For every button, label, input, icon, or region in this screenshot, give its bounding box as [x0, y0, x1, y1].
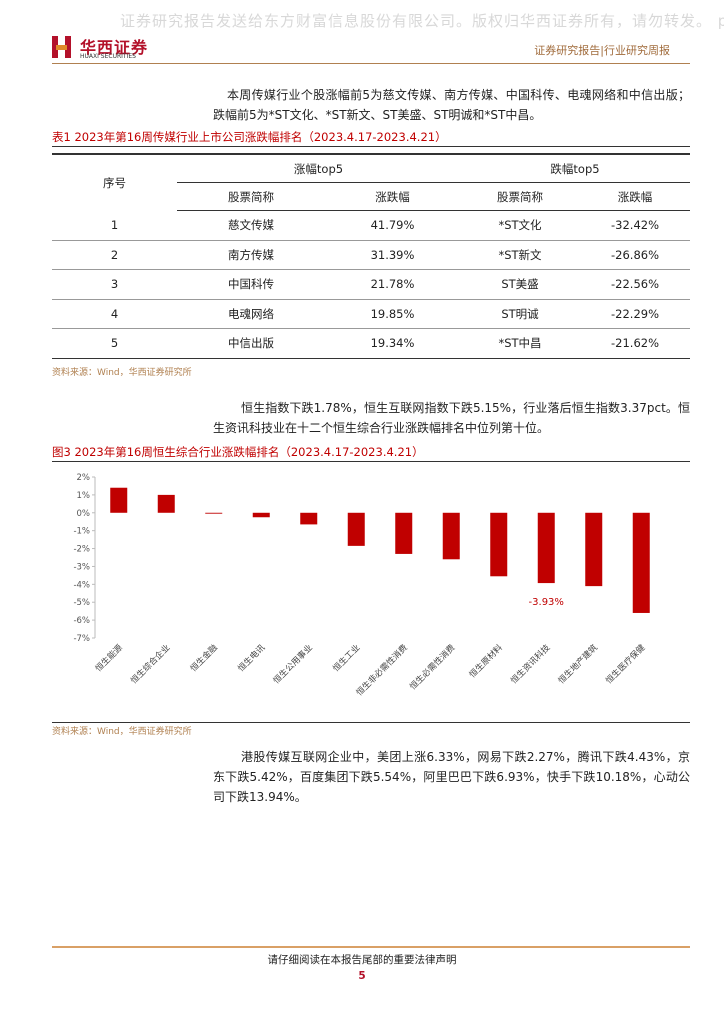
table-cell: 21.78% — [325, 269, 460, 300]
table-cell: 中国科传 — [177, 269, 325, 300]
table-cell: -22.56% — [580, 269, 690, 300]
caption-rule — [52, 461, 690, 462]
table-header: 涨跌幅 — [325, 182, 460, 211]
y-tick-label: 2% — [77, 473, 91, 483]
y-tick-label: -5% — [73, 598, 90, 608]
table-cell: 5 — [52, 328, 177, 359]
table: 序号 涨幅top5 跌幅top5 股票简称 涨跌幅 股票简称 涨跌幅 1 慈文传媒… — [52, 153, 690, 359]
x-tick-label: 恒生地产建筑 — [556, 642, 600, 686]
y-tick-label: -2% — [73, 545, 90, 555]
bar — [347, 512, 365, 546]
table-cell: -26.86% — [580, 240, 690, 270]
table-header: 股票简称 — [177, 182, 325, 211]
bar — [157, 494, 175, 513]
paragraph: 港股传媒互联网企业中，美团上涨6.33%，网易下跌2.27%，腾讯下跌4.43%… — [213, 750, 690, 804]
paragraph: 本周传媒行业个股涨幅前5为慈文传媒、南方传媒、中国科传、电魂网络和中信出版；跌幅… — [213, 88, 690, 122]
table-caption: 表1 2023年第16周传媒行业上市公司涨跌幅排名（2023.4.17-2023… — [52, 130, 447, 144]
logo-subtext: HUAXI SECURITIES — [80, 53, 136, 60]
y-tick-label: -6% — [73, 616, 90, 626]
x-tick-label: 恒生金融 — [188, 642, 220, 674]
figure-rule — [52, 722, 690, 723]
table-cell: 电魂网络 — [177, 299, 325, 329]
table-cell: *ST中昌 — [460, 328, 580, 359]
table-row: 1 慈文传媒 41.79% *ST文化 -32.42% — [52, 210, 690, 241]
source-note: 资料来源：Wind，华西证券研究所 — [52, 368, 192, 378]
table-cell: 中信出版 — [177, 328, 325, 359]
table-cell: 1 — [52, 210, 177, 241]
table-cell: 4 — [52, 299, 177, 329]
bar — [537, 512, 555, 584]
table-cell: -22.29% — [580, 299, 690, 329]
table-cell: *ST新文 — [460, 240, 580, 270]
table-group-header: 涨幅top5 — [177, 153, 460, 183]
footer-notice: 请仔细阅读在本报告尾部的重要法律声明 — [267, 954, 457, 966]
x-tick-label: 恒生医疗保健 — [604, 642, 648, 686]
table-row: 3 中国科传 21.78% ST美盛 -22.56% — [52, 269, 690, 300]
bar — [632, 512, 650, 613]
y-tick-label: -7% — [73, 634, 90, 644]
bar — [300, 512, 318, 525]
chart: 2% 1% 0% -1% -2% -3% -4% -5% -6% -7%恒生能源 恒生综合企业 恒生金… — [73, 473, 650, 698]
table-body: 1 慈文传媒 41.79% *ST文化 -32.42% 2 南方传媒 31.39% *ST新文 -… — [52, 210, 690, 359]
bar — [205, 512, 223, 514]
x-tick-label: 恒生能源 — [93, 642, 125, 674]
data-label: -3.93% — [529, 597, 564, 608]
table-row: 4 电魂网络 19.85% ST明诚 -22.29% — [52, 299, 690, 329]
table-cell: -32.42% — [580, 210, 690, 241]
y-tick-label: 1% — [77, 491, 91, 501]
x-tick-label: 恒生综合企业 — [129, 642, 173, 686]
page-number: 5 — [358, 970, 366, 982]
x-tick-label: 恒生原材料 — [467, 642, 505, 680]
x-tick-label: 恒生工业 — [331, 642, 363, 674]
footer-rule — [52, 946, 690, 948]
bar — [490, 512, 508, 577]
table-group-header: 跌幅top5 — [460, 153, 690, 183]
x-tick-label: 恒生非必需性消费 — [354, 642, 410, 698]
table-row: 2 南方传媒 31.39% *ST新文 -26.86% — [52, 240, 690, 270]
y-tick-label: -4% — [73, 580, 90, 590]
source-note: 资料来源：Wind，华西证券研究所 — [52, 727, 192, 737]
caption-rule — [52, 146, 690, 147]
bar — [252, 512, 270, 518]
x-tick-label: 恒生公用事业 — [271, 642, 315, 686]
table-cell: 19.34% — [325, 328, 460, 359]
table-cell: 3 — [52, 269, 177, 300]
table-cell: 31.39% — [325, 240, 460, 270]
bar — [110, 487, 128, 513]
table-header: 股票简称 — [460, 182, 580, 211]
paragraph: 恒生指数下跌1.78%，恒生互联网指数下跌5.15%，行业落后恒生指数3.37p… — [213, 401, 690, 435]
x-tick-label: 恒生电讯 — [236, 642, 268, 674]
table-cell: 19.85% — [325, 299, 460, 329]
table-cell: 2 — [52, 240, 177, 270]
header-rule — [52, 63, 690, 64]
table-cell: ST明诚 — [460, 299, 580, 329]
figure-caption: 图3 2023年第16周恒生综合行业涨跌幅排名（2023.4.17-2023.4… — [52, 445, 424, 459]
table-header: 涨跌幅 — [580, 182, 690, 211]
watermark: 证券研究报告发送给东方财富信息股份有限公司。版权归华西证券所有，请勿转发。 pl — [120, 12, 724, 30]
logo-text: 华西证券 — [80, 38, 149, 57]
y-tick-label: -3% — [73, 562, 90, 572]
logo-icon — [52, 36, 71, 58]
x-tick-label: 恒生资讯科技 — [509, 642, 553, 686]
bar — [442, 512, 460, 560]
table-cell: 南方传媒 — [177, 240, 325, 270]
table-header: 序号 — [52, 153, 177, 211]
y-tick-label: -1% — [73, 527, 90, 537]
table-cell: 慈文传媒 — [177, 210, 325, 241]
table-cell: 41.79% — [325, 210, 460, 241]
y-tick-label: 0% — [77, 509, 91, 519]
bar — [395, 512, 413, 554]
bar — [585, 512, 603, 587]
table-row: 5 中信出版 19.34% *ST中昌 -21.62% — [52, 328, 690, 359]
report-type: 证券研究报告|行业研究周报 — [534, 44, 670, 57]
table-cell: *ST文化 — [460, 210, 580, 241]
table-cell: ST美盛 — [460, 269, 580, 300]
table-cell: -21.62% — [580, 328, 690, 359]
x-tick-label: 恒生必需性消费 — [408, 642, 458, 692]
